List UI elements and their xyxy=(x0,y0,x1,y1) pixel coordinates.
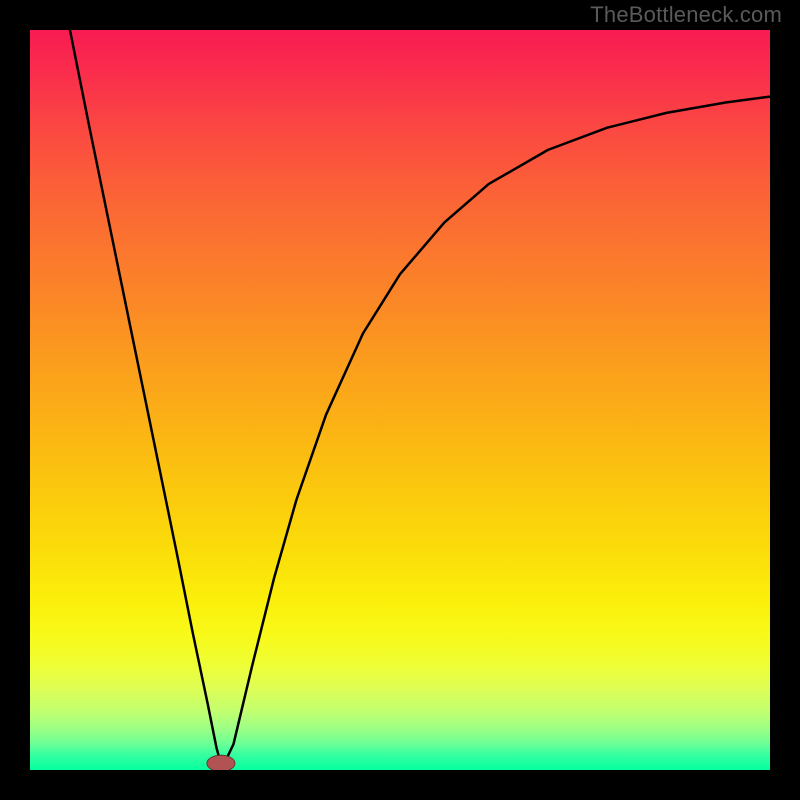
chart-curve-layer xyxy=(30,30,770,770)
watermark-text: TheBottleneck.com xyxy=(590,2,782,28)
bottleneck-curve-line xyxy=(70,30,770,761)
figure-frame: TheBottleneck.com xyxy=(0,0,800,800)
minimum-marker-icon xyxy=(207,755,235,770)
chart-plot-area xyxy=(30,30,770,770)
